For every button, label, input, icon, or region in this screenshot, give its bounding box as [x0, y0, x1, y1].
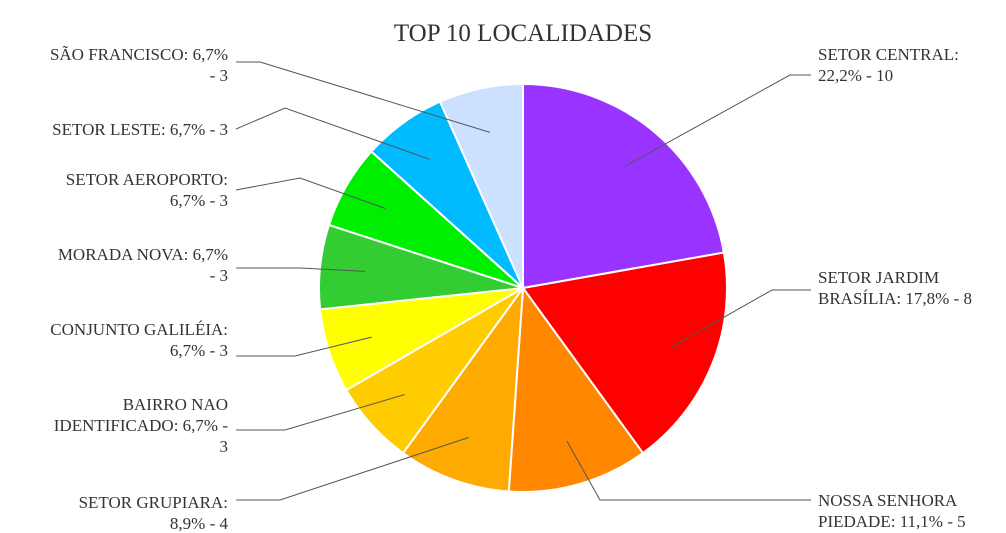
slice-labels: SETOR CENTRAL: 22,2% - 10 SETOR JARDIM BRAS…	[50, 45, 972, 533]
slice-label-line: - 3	[210, 266, 228, 285]
leader-line-3	[566, 440, 811, 501]
slice-label-line: 8,9% - 4	[170, 514, 229, 533]
chart-title: TOP 10 LOCALIDADES	[394, 20, 652, 47]
slice-label-line: MORADA NOVA: 6,7%	[58, 245, 228, 264]
slice-label-line: SETOR CENTRAL:	[818, 45, 959, 64]
slice-label-line: IDENTIFICADO: 6,7% -	[54, 416, 229, 435]
leader-line-2	[670, 289, 811, 349]
leader-line-7	[236, 267, 365, 272]
slice-label-10: SÃO FRANCISCO: 6,7% - 3	[50, 45, 228, 85]
pie-slice-3[interactable]	[507, 285, 645, 493]
slice-label-line: - 3	[210, 66, 228, 85]
pie-slice-10[interactable]	[438, 82, 524, 289]
pie-slice-4[interactable]	[401, 284, 525, 493]
slice-label-line: NOSSA SENHORA	[818, 491, 958, 510]
slice-label-line: BRASÍLIA: 17,8% - 8	[818, 289, 972, 308]
slice-label-2: SETOR JARDIM BRASÍLIA: 17,8% - 8	[818, 268, 972, 308]
slice-label-8: SETOR AEROPORTO: 6,7% - 3	[66, 170, 228, 210]
slice-label-line: SETOR AEROPORTO:	[66, 170, 228, 189]
slice-label-line: 3	[220, 437, 229, 456]
leader-line-9	[235, 107, 430, 160]
leader-line-5	[236, 393, 405, 431]
leader-line-1	[625, 74, 811, 167]
slice-label-6: CONJUNTO GALILÉIA: 6,7% - 3	[50, 320, 228, 360]
slice-label-3: NOSSA SENHORA PIEDADE: 11,1% - 5	[818, 491, 966, 531]
leader-lines	[235, 61, 811, 501]
slice-label-line: SETOR JARDIM	[818, 268, 939, 287]
slice-label-line: 6,7% - 3	[170, 341, 228, 360]
slice-label-5: BAIRRO NAO IDENTIFICADO: 6,7% - 3	[54, 395, 229, 456]
leader-line-4	[236, 437, 469, 501]
pie-slice-2[interactable]	[521, 251, 728, 455]
pie-slice-1[interactable]	[522, 82, 726, 290]
slice-label-line: SÃO FRANCISCO: 6,7%	[50, 45, 228, 64]
slice-label-line: BAIRRO NAO	[123, 395, 228, 414]
leader-line-10	[236, 61, 491, 133]
slice-label-line: 22,2% - 10	[818, 66, 893, 85]
pie-slices	[318, 82, 728, 493]
leader-line-6	[236, 336, 372, 357]
slice-label-line: SETOR LESTE: 6,7% - 3	[52, 120, 228, 139]
leader-line-8	[235, 177, 386, 209]
slice-label-line: PIEDADE: 11,1% - 5	[818, 512, 966, 531]
slice-label-line: SETOR GRUPIARA:	[79, 493, 228, 512]
slice-label-7: MORADA NOVA: 6,7% - 3	[58, 245, 228, 285]
slice-label-line: CONJUNTO GALILÉIA:	[50, 320, 228, 339]
slice-label-line: 6,7% - 3	[170, 191, 228, 210]
slice-label-9: SETOR LESTE: 6,7% - 3	[52, 120, 228, 139]
slice-label-4: SETOR GRUPIARA: 8,9% - 4	[79, 493, 229, 533]
slice-label-1: SETOR CENTRAL: 22,2% - 10	[818, 45, 959, 85]
